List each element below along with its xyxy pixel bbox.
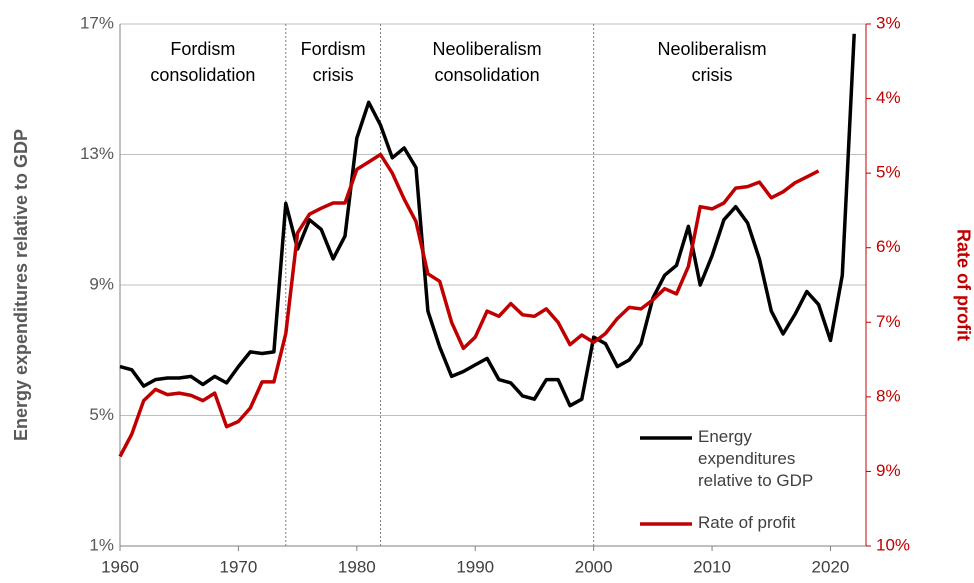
annotation-line: Neoliberalism — [658, 39, 767, 59]
y2-axis-label: Rate of profit — [953, 229, 973, 341]
y2-tick-label: 9% — [876, 461, 901, 480]
annotation: Neoliberalism crisis — [658, 39, 767, 85]
y-tick-label: 13% — [80, 144, 114, 163]
y2-tick-label: 5% — [876, 163, 901, 182]
y-tick-label: 1% — [89, 535, 114, 554]
legend-box — [632, 420, 850, 542]
annotation-line: crisis — [692, 65, 733, 85]
y2-tick-label: 3% — [876, 13, 901, 32]
series-line — [119, 33, 856, 408]
y-axis-label: Energy expenditures relative to GDP — [11, 129, 31, 441]
annotation: Neoliberalism consolidation — [433, 39, 542, 85]
legend-line: Energy — [698, 427, 752, 446]
annotation: Fordism consolidation — [150, 39, 255, 85]
annotation-line: consolidation — [435, 65, 540, 85]
series-line — [118, 152, 820, 458]
annotation-line: Fordism — [301, 39, 366, 59]
y-tick-label: 9% — [89, 274, 114, 293]
annotation-line: crisis — [313, 65, 354, 85]
legend-label: Energy expenditures relative to GDP — [698, 427, 813, 490]
annotation-line: Neoliberalism — [433, 39, 542, 59]
x-tick-label: 1980 — [338, 557, 376, 576]
y-tick-label: 17% — [80, 13, 114, 32]
legend-line: Rate of profit — [698, 513, 796, 532]
legend-line: relative to GDP — [698, 471, 813, 490]
y2-tick-label: 10% — [876, 535, 910, 554]
y-tick-label: 5% — [89, 405, 114, 424]
x-tick-label: 2000 — [575, 557, 613, 576]
y2-tick-label: 6% — [876, 237, 901, 256]
annotation: Fordism crisis — [301, 39, 366, 85]
legend-label: Rate of profit — [698, 513, 796, 532]
x-tick-label: 1970 — [219, 557, 257, 576]
x-tick-label: 1960 — [101, 557, 139, 576]
y2-tick-label: 4% — [876, 88, 901, 107]
x-tick-label: 1990 — [456, 557, 494, 576]
annotation-line: Fordism — [170, 39, 235, 59]
legend-line: expenditures — [698, 449, 795, 468]
y2-tick-label: 8% — [876, 386, 901, 405]
x-tick-label: 2020 — [812, 557, 850, 576]
y2-tick-label: 7% — [876, 312, 901, 331]
x-tick-label: 2010 — [693, 557, 731, 576]
annotation-line: consolidation — [150, 65, 255, 85]
